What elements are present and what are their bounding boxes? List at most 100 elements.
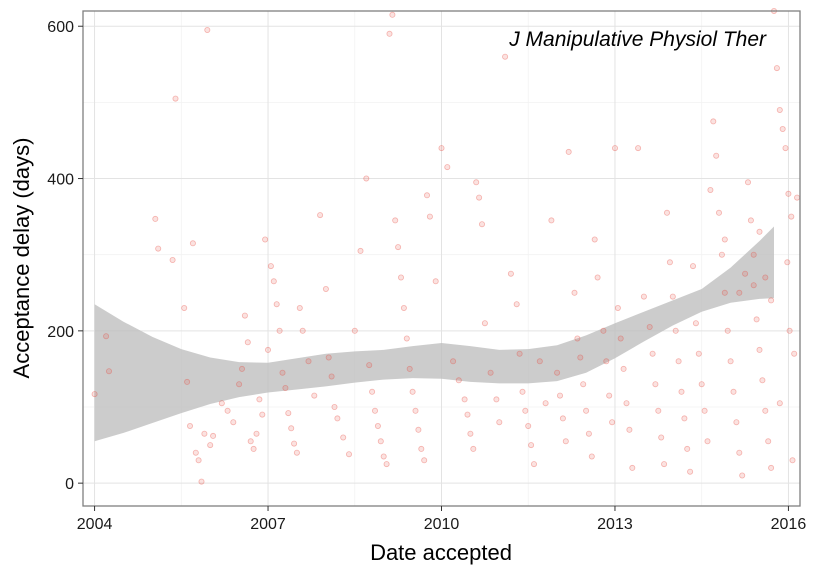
data-point — [464, 411, 471, 418]
data-point — [357, 247, 364, 254]
y-tick-label: 600 — [47, 19, 74, 36]
x-tick-label: 2010 — [424, 516, 460, 533]
data-point — [727, 358, 734, 365]
data-point — [559, 415, 566, 422]
data-point — [681, 415, 688, 422]
data-point — [678, 388, 685, 395]
data-point — [669, 293, 676, 300]
data-point — [345, 451, 352, 458]
data-point — [730, 388, 737, 395]
data-point — [374, 422, 381, 429]
data-point — [296, 304, 303, 311]
data-point — [207, 442, 214, 449]
data-point — [380, 453, 387, 460]
data-point — [649, 350, 656, 357]
data-point — [522, 407, 529, 414]
data-point — [198, 478, 205, 485]
data-point — [675, 358, 682, 365]
data-point — [311, 392, 318, 399]
data-point — [259, 411, 266, 418]
x-tick-label: 2004 — [77, 516, 113, 533]
data-point — [507, 270, 514, 277]
data-point — [750, 282, 757, 289]
data-point — [325, 354, 332, 361]
data-point — [256, 396, 263, 403]
data-point — [377, 438, 384, 445]
data-point — [687, 468, 694, 475]
confidence-band — [94, 226, 775, 442]
data-point — [369, 388, 376, 395]
data-point — [580, 381, 587, 388]
data-point — [299, 327, 306, 334]
data-point — [455, 377, 462, 384]
data-point — [305, 358, 312, 365]
data-point — [262, 236, 269, 243]
data-point — [395, 244, 402, 251]
data-point — [531, 461, 538, 468]
data-point — [692, 320, 699, 327]
data-point — [291, 440, 298, 447]
data-point — [267, 263, 274, 270]
data-point — [753, 316, 760, 323]
data-point — [756, 228, 763, 235]
data-point — [782, 145, 789, 152]
data-point — [554, 369, 561, 376]
data-point — [288, 425, 295, 432]
data-point — [461, 396, 468, 403]
data-point — [389, 11, 396, 18]
data-point — [617, 335, 624, 342]
data-point — [493, 396, 500, 403]
data-point — [444, 164, 451, 171]
data-point — [548, 217, 555, 224]
data-point — [195, 457, 202, 464]
data-point — [415, 426, 422, 433]
data-point — [672, 327, 679, 334]
data-point — [620, 365, 627, 372]
data-point — [270, 278, 277, 285]
data-point — [785, 190, 792, 197]
data-point — [661, 461, 668, 468]
data-point — [366, 362, 373, 369]
data-point — [528, 442, 535, 449]
data-point — [230, 419, 237, 426]
data-point — [450, 358, 457, 365]
data-point — [718, 251, 725, 258]
data-point — [542, 400, 549, 407]
data-point — [583, 407, 590, 414]
data-point — [331, 403, 338, 410]
data-point — [585, 430, 592, 437]
data-point — [481, 320, 488, 327]
data-point — [218, 400, 225, 407]
data-point — [181, 304, 188, 311]
data-point — [421, 457, 428, 464]
x-tick-label: 2007 — [250, 516, 286, 533]
data-point — [588, 453, 595, 460]
data-point — [282, 384, 289, 391]
data-point — [684, 445, 691, 452]
data-point — [91, 391, 98, 398]
data-point — [565, 148, 572, 155]
data-point — [189, 240, 196, 247]
data-point — [733, 419, 740, 426]
data-point — [791, 350, 798, 357]
data-point — [562, 438, 569, 445]
data-point — [724, 327, 731, 334]
data-point — [438, 145, 445, 152]
data-point — [577, 354, 584, 361]
data-point — [713, 152, 720, 159]
data-point — [736, 449, 743, 456]
data-point — [794, 194, 801, 201]
data-points — [91, 7, 801, 485]
data-point — [406, 365, 413, 372]
data-point — [762, 407, 769, 414]
y-tick-label: 200 — [47, 324, 74, 341]
data-point — [403, 335, 410, 342]
data-point — [614, 304, 621, 311]
data-point — [571, 289, 578, 296]
data-point — [626, 426, 633, 433]
data-point — [666, 259, 673, 266]
data-point — [426, 213, 433, 220]
data-point — [334, 415, 341, 422]
data-point — [646, 323, 653, 330]
